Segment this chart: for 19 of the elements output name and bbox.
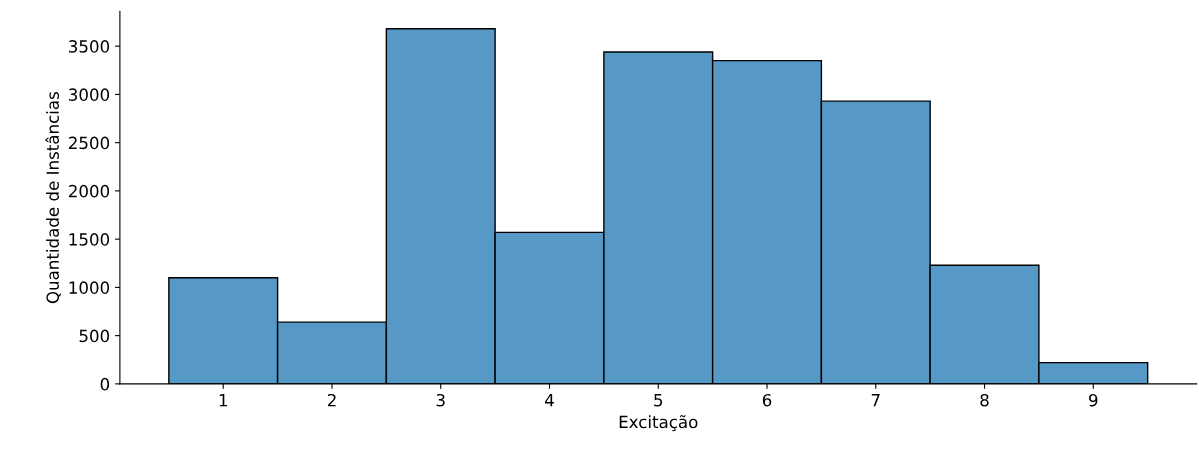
y-tick-label: 500 xyxy=(79,329,110,343)
x-tick-label: 6 xyxy=(762,393,772,407)
x-tick-label: 3 xyxy=(436,393,445,407)
x-tick-label: 7 xyxy=(871,394,880,407)
y-tick-label: 2000 xyxy=(68,184,110,198)
y-tick-label: 2500 xyxy=(68,136,110,150)
x-axis-title: Excitação xyxy=(619,415,698,432)
y-tick-label: 3500 xyxy=(69,40,110,53)
x-tick-label: 5 xyxy=(654,394,663,407)
y-tick-label: 1500 xyxy=(69,233,110,246)
x-tick-label: 4 xyxy=(545,394,554,407)
x-tick-label: 2 xyxy=(327,393,336,407)
y-axis-title: Quantidade de Instâncias xyxy=(45,92,61,304)
x-tick-label: 8 xyxy=(980,393,989,407)
x-tick-label: 9 xyxy=(1089,393,1098,407)
y-tick-label: 0 xyxy=(100,377,110,391)
y-tick-label: 1000 xyxy=(69,281,110,294)
x-tick-label: 1 xyxy=(219,394,227,407)
y-tick-label: 3000 xyxy=(69,88,110,101)
